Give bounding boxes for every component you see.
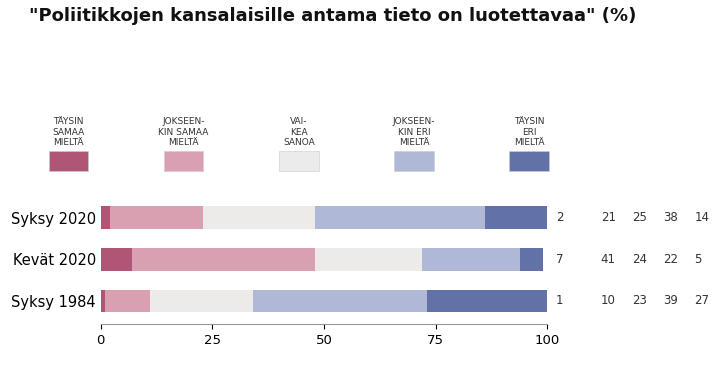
Text: JOKSEEN-
KIN ERI
MIELTÄ: JOKSEEN- KIN ERI MIELTÄ [392,117,436,147]
Text: TÄYSIN
SAMAA
MIELTÄ: TÄYSIN SAMAA MIELTÄ [53,117,84,147]
Bar [150,290,253,312]
Bar [253,290,427,312]
Text: 10: 10 [600,294,616,308]
Bar [204,206,315,229]
Text: "Poliitikkojen kansalaisille antama tieto on luotettavaa" (%): "Poliitikkojen kansalaisille antama tiet… [29,7,636,25]
Bar [485,206,547,229]
Text: 24: 24 [632,253,647,266]
Text: 22: 22 [663,253,678,266]
Text: VAI-
KEA
SANOA: VAI- KEA SANOA [283,117,315,147]
Text: 21: 21 [600,211,616,224]
Text: 41: 41 [600,253,616,266]
Text: 14: 14 [695,211,709,224]
Text: 2: 2 [556,211,564,224]
Text: 1: 1 [556,294,564,308]
Bar [101,206,109,229]
Text: TÄYSIN
ERI
MIELTÄ: TÄYSIN ERI MIELTÄ [514,117,544,147]
Bar [521,248,543,271]
Text: 38: 38 [663,211,678,224]
Bar [101,290,105,312]
Bar [422,248,521,271]
Bar [427,290,547,312]
Bar [132,248,315,271]
Bar [315,206,485,229]
Bar [109,206,204,229]
Bar [105,290,150,312]
Text: 7: 7 [556,253,564,266]
Text: 25: 25 [632,211,647,224]
Text: 27: 27 [695,294,709,308]
Text: 23: 23 [632,294,647,308]
Text: JOKSEEN-
KIN SAMAA
MIELTÄ: JOKSEEN- KIN SAMAA MIELTÄ [158,117,209,147]
Text: 5: 5 [695,253,702,266]
Text: 39: 39 [663,294,678,308]
Bar [101,248,132,271]
Bar [315,248,422,271]
